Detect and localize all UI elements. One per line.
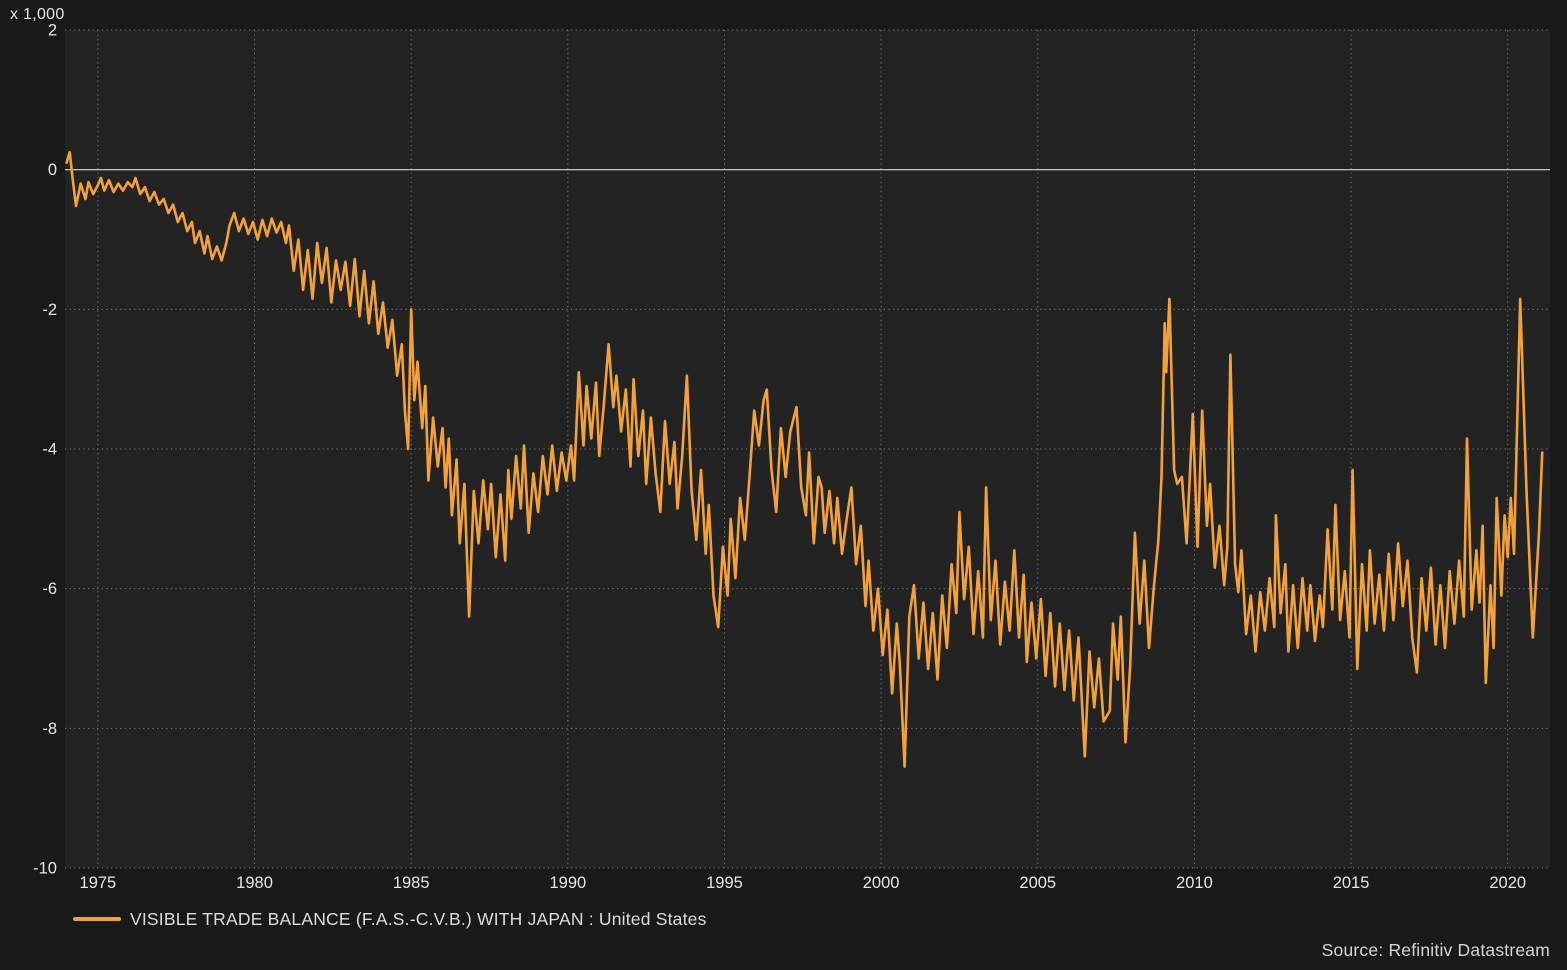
y-axis-multiplier-label: x 1,000 <box>10 6 65 23</box>
legend-line-swatch <box>73 917 121 921</box>
x-axis-tick-label: 1985 <box>393 874 430 892</box>
x-axis-tick-label: 2005 <box>1019 874 1056 892</box>
source-attribution: Source: Refinitiv Datastream <box>1321 940 1550 960</box>
y-axis-tick-label: -4 <box>42 441 57 459</box>
x-axis-tick-label: 2020 <box>1489 874 1526 892</box>
x-axis-tick-label: 1975 <box>80 874 117 892</box>
series-line <box>65 150 1544 769</box>
y-axis-tick-label: 0 <box>48 161 57 179</box>
x-axis-tick-label: 2000 <box>863 874 900 892</box>
x-axis-tick-label: 1995 <box>706 874 743 892</box>
x-axis-tick-label: 1980 <box>236 874 273 892</box>
y-axis-tick-label: -8 <box>42 720 57 738</box>
y-axis-tick-label: -10 <box>33 860 57 878</box>
y-axis-tick-label: 2 <box>48 22 57 40</box>
x-axis-tick-label: 2010 <box>1176 874 1213 892</box>
y-axis-tick-label: -6 <box>42 580 57 598</box>
legend-series-label: VISIBLE TRADE BALANCE (F.A.S.-C.V.B.) WI… <box>130 908 707 929</box>
x-axis-tick-label: 1990 <box>549 874 586 892</box>
legend: VISIBLE TRADE BALANCE (F.A.S.-C.V.B.) WI… <box>73 908 707 930</box>
y-axis-tick-label: -2 <box>42 301 57 319</box>
x-axis-tick-label: 2015 <box>1333 874 1370 892</box>
